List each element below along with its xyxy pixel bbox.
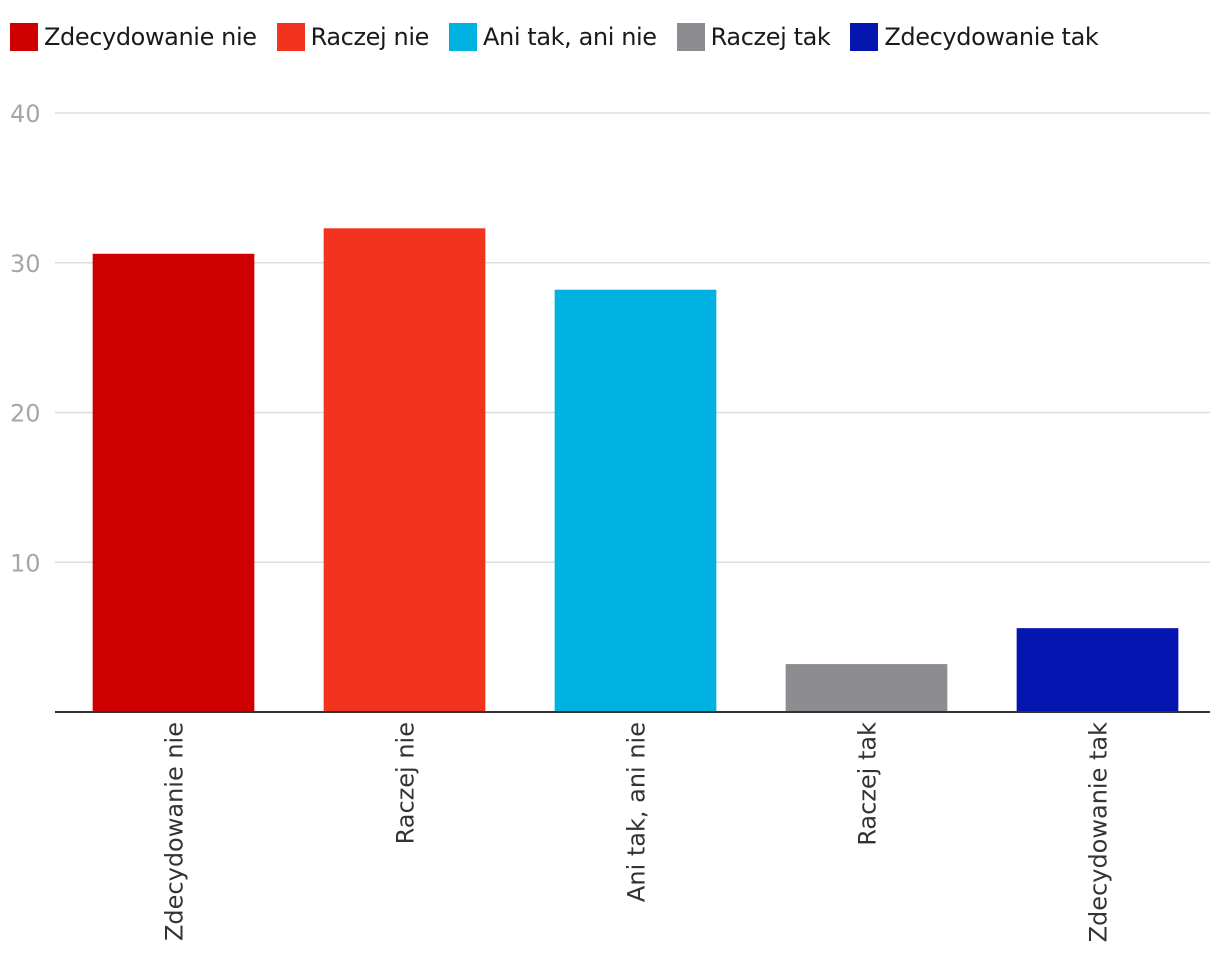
legend-swatch (850, 23, 879, 51)
legend-swatch (10, 23, 38, 51)
legend-label: Zdecydowanie tak (884, 23, 1099, 51)
bar (554, 289, 717, 712)
y-tick-label: 40 (10, 100, 41, 128)
legend-item: Ani tak, ani nie (448, 23, 657, 51)
legend-swatch (676, 23, 705, 51)
y-tick-label: 30 (10, 250, 41, 278)
legend-label: Ani tak, ani nie (482, 23, 657, 51)
x-tick-label: Raczej nie (392, 722, 420, 844)
bar (1016, 628, 1179, 712)
x-tick-label: Ani tak, ani nie (623, 722, 651, 902)
legend-item: Raczej nie (276, 23, 430, 51)
bar (323, 228, 486, 712)
x-tick-label: Raczej tak (854, 722, 882, 846)
bar (92, 253, 255, 712)
bar (785, 664, 948, 712)
legend-item: Zdecydowanie nie (10, 23, 257, 51)
y-tick-label: 20 (10, 400, 41, 428)
legend-label: Zdecydowanie nie (44, 23, 257, 51)
x-tick-label: Zdecydowanie tak (1085, 722, 1113, 942)
legend-swatch (448, 23, 477, 51)
legend-item: Raczej tak (676, 23, 831, 51)
x-tick-label: Zdecydowanie nie (161, 722, 189, 941)
chart-legend: Zdecydowanie nie Raczej nie Ani tak, ani n… (10, 18, 1118, 56)
legend-item: Zdecydowanie tak (850, 23, 1099, 51)
legend-label: Raczej nie (310, 23, 430, 51)
legend-label: Raczej tak (710, 23, 831, 51)
y-tick-label: 10 (10, 549, 41, 577)
legend-swatch (276, 23, 305, 51)
